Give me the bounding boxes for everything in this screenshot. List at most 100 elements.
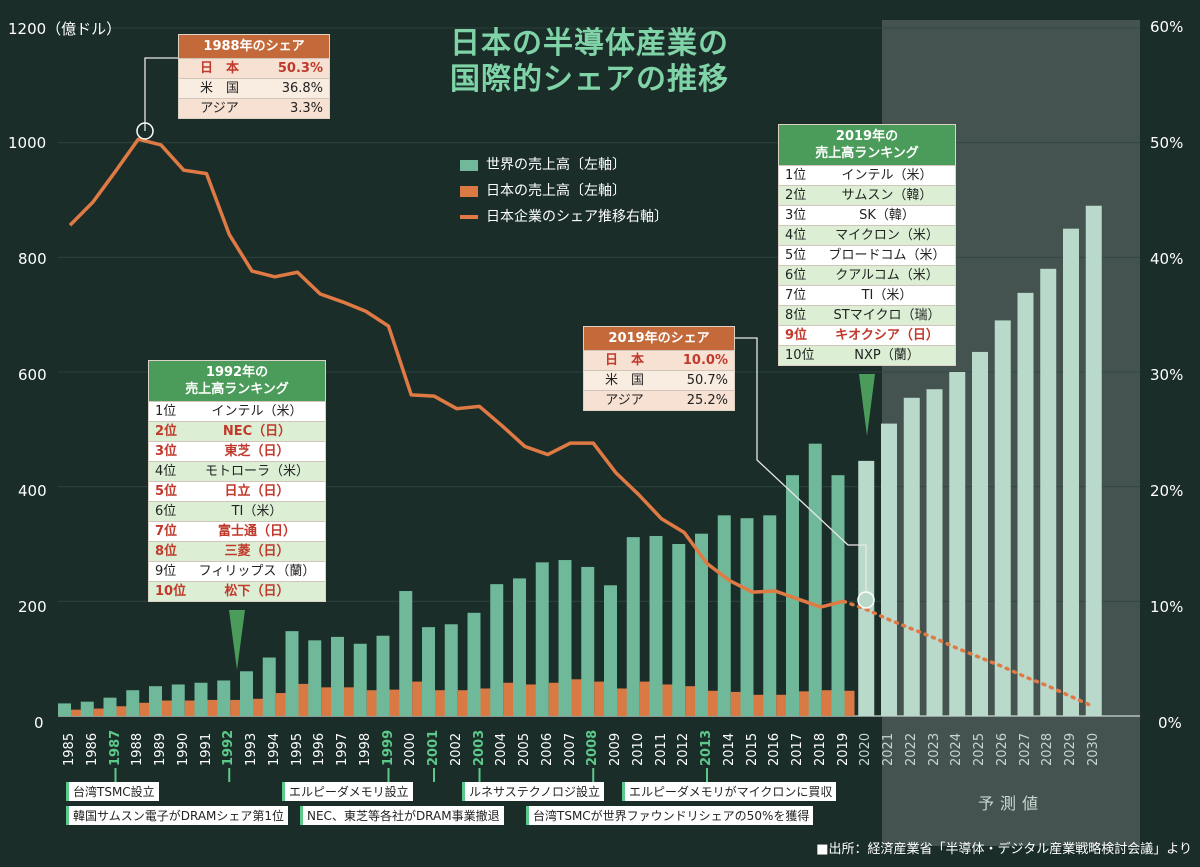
company: フィリップス（蘭） bbox=[198, 564, 316, 579]
x-tick-1989: 1989 bbox=[153, 732, 168, 766]
y-left-tick: 200 bbox=[18, 598, 47, 616]
bar-japan-2016 bbox=[776, 694, 787, 716]
x-tick-2014: 2014 bbox=[721, 732, 737, 766]
legend-swatch bbox=[460, 215, 478, 219]
company: SK（韓） bbox=[859, 208, 915, 223]
company: マイクロン（米） bbox=[835, 228, 939, 243]
bar-japan-1987 bbox=[116, 706, 127, 716]
bar-world-2030 bbox=[1085, 205, 1102, 716]
company: インテル（米） bbox=[841, 168, 933, 183]
bar-japan-1996 bbox=[321, 687, 332, 716]
x-tick-1998: 1998 bbox=[357, 732, 373, 766]
line-japan-share-forecast bbox=[841, 599, 1096, 709]
share-value: 3.3% bbox=[289, 101, 323, 116]
x-tick-2028: 2028 bbox=[1040, 732, 1056, 766]
share-row: 米 国 36.8% bbox=[179, 78, 329, 98]
x-tick-2000: 2000 bbox=[403, 732, 419, 766]
y-left-tick: 0 bbox=[34, 714, 44, 732]
bar-world-2001 bbox=[422, 627, 435, 716]
marker-1988 bbox=[136, 122, 154, 140]
rank: 8位 bbox=[155, 544, 178, 559]
connector-2019 bbox=[735, 337, 867, 591]
x-tick-2026: 2026 bbox=[994, 732, 1010, 766]
bar-japan-1994 bbox=[275, 693, 286, 716]
share-row: アジア 3.3% bbox=[179, 98, 329, 118]
company: 東芝（日） bbox=[224, 444, 290, 459]
x-tick-1992: 1992 bbox=[221, 729, 237, 766]
x-tick-2006: 2006 bbox=[539, 732, 555, 766]
bar-world-2002 bbox=[444, 624, 458, 716]
bar-world-2028 bbox=[1040, 268, 1057, 716]
box-header-line: 売上高ランキング bbox=[815, 146, 919, 161]
bar-japan-2004 bbox=[503, 682, 514, 716]
x-tick-2002: 2002 bbox=[448, 732, 464, 766]
x-tick-2019: 2019 bbox=[835, 732, 851, 766]
bar-japan-2015 bbox=[753, 694, 764, 716]
bar-world-2016 bbox=[763, 515, 777, 716]
rank-row: 9位 キオクシア（日） bbox=[779, 325, 955, 345]
company: TI（米） bbox=[231, 504, 283, 519]
bar-japan-2010 bbox=[639, 681, 650, 716]
event-2001: NEC、東芝等各社がDRAM事業撤退 bbox=[300, 806, 504, 825]
rank: 3位 bbox=[785, 208, 807, 223]
country: アジア bbox=[605, 393, 644, 408]
x-tick-2003: 2003 bbox=[471, 729, 487, 766]
y-right-tick: 10% bbox=[1150, 598, 1184, 616]
x-tick-2027: 2027 bbox=[1017, 732, 1033, 766]
rank-row: 4位 マイクロン（米） bbox=[779, 225, 955, 245]
bar-world-1991 bbox=[194, 682, 208, 716]
bar-japan-2013 bbox=[708, 690, 718, 716]
bar-japan-2014 bbox=[730, 691, 741, 716]
x-tick-2013: 2013 bbox=[699, 729, 714, 766]
title-line-2: 国際的シェアの推移 bbox=[450, 62, 729, 97]
x-tick-1990: 1990 bbox=[175, 732, 191, 766]
bar-world-2009 bbox=[604, 585, 617, 716]
bar-world-2019 bbox=[831, 475, 845, 716]
bar-japan-1995 bbox=[298, 683, 309, 716]
rank: 7位 bbox=[785, 288, 807, 303]
y-left-tick: 1000 bbox=[8, 134, 47, 152]
bar-japan-2007 bbox=[571, 679, 582, 716]
bar-world-2005 bbox=[513, 578, 526, 716]
bar-japan-2000 bbox=[412, 681, 423, 716]
bar-world-1993 bbox=[240, 671, 253, 716]
rank-row: 2位 NEC（日） bbox=[149, 421, 325, 441]
bar-japan-2003 bbox=[480, 688, 491, 716]
connector-1988 bbox=[144, 57, 178, 131]
bar-japan-1997 bbox=[344, 687, 354, 716]
box-header: 2019年のシェア bbox=[584, 327, 734, 350]
x-tick-2017: 2017 bbox=[790, 732, 805, 766]
country: 日 本 bbox=[199, 61, 239, 76]
share-row: アジア 25.2% bbox=[584, 390, 734, 410]
bar-world-2027 bbox=[1017, 292, 1034, 716]
x-tick-1987: 1987 bbox=[107, 729, 123, 766]
x-tick-2025: 2025 bbox=[972, 732, 987, 766]
x-tick-2030: 2030 bbox=[1085, 732, 1101, 766]
y-axis-left-unit: 1200（億ドル） bbox=[8, 20, 122, 38]
y-left-tick: 600 bbox=[18, 366, 47, 384]
x-tick-2015: 2015 bbox=[744, 732, 760, 766]
y-right-tick: 20% bbox=[1150, 482, 1184, 500]
bar-world-1988 bbox=[126, 690, 140, 716]
event-2013: エルピーダメモリがマイクロンに買収 bbox=[622, 782, 837, 801]
bar-world-2022 bbox=[903, 397, 920, 716]
rank: 10位 bbox=[785, 348, 815, 363]
box-header: 2019年の 売上高ランキング bbox=[779, 125, 955, 165]
bar-japan-2006 bbox=[548, 682, 559, 716]
y-left-tick: 800 bbox=[18, 250, 47, 268]
company: 三菱（日） bbox=[224, 544, 290, 559]
bar-world-2021 bbox=[881, 423, 897, 716]
rank: 1位 bbox=[155, 404, 177, 419]
country: 米 国 bbox=[199, 81, 239, 96]
rank-row: 9位 フィリップス（蘭） bbox=[149, 561, 325, 581]
rank-row: 4位 モトローラ（米） bbox=[149, 461, 325, 481]
y-right-tick: 50% bbox=[1150, 134, 1184, 152]
rank-row: 6位 クアルコム（米） bbox=[779, 265, 955, 285]
bar-world-1985 bbox=[58, 703, 71, 716]
bar-japan-2018 bbox=[821, 690, 832, 716]
legend-swatch bbox=[460, 185, 478, 197]
y-right-tick: 40% bbox=[1150, 250, 1184, 268]
bar-world-1999 bbox=[376, 635, 390, 716]
share-value: 10.0% bbox=[682, 353, 728, 368]
company: TI（米） bbox=[861, 288, 913, 303]
